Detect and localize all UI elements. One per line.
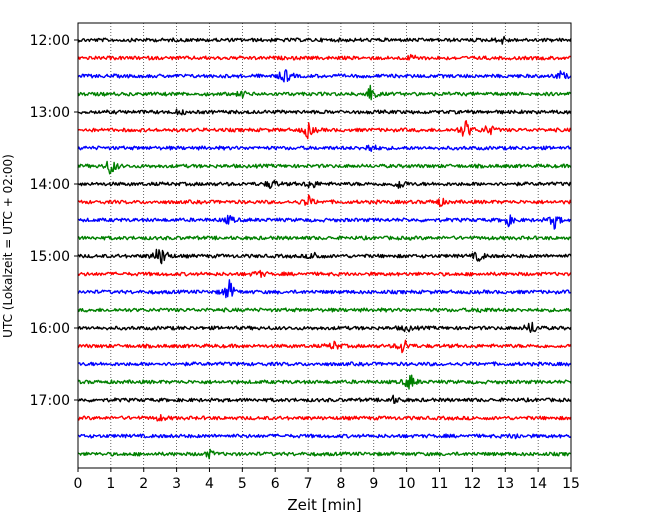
trace-line	[77, 53, 571, 61]
trace-line	[77, 248, 572, 265]
x-tick-label: 2	[139, 476, 148, 492]
trace-line	[77, 194, 572, 208]
x-tick-label: 8	[336, 476, 345, 492]
trace-line	[77, 108, 572, 116]
trace-line	[77, 35, 572, 45]
x-tick-label: 11	[431, 476, 449, 492]
trace-line	[77, 84, 572, 101]
x-tick-label: 6	[271, 476, 280, 492]
trace-line	[77, 144, 572, 153]
x-tick-label: 12	[463, 476, 481, 492]
trace-line	[77, 433, 572, 440]
trace-line	[77, 69, 572, 83]
y-axis-label: UTC (Lokalzeit = UTC + 02:00)	[1, 154, 15, 338]
x-tick-label: 15	[562, 476, 580, 492]
y-tick-label: 14:00	[30, 177, 70, 193]
x-tick-label: 13	[496, 476, 514, 492]
plot-frame	[77, 22, 572, 469]
trace-line	[77, 394, 572, 404]
trace-line	[77, 214, 572, 230]
x-axis-ticks: 0 1 2 3 4 5 6 7 8 9 10 11 12 13 14 15	[74, 468, 580, 492]
y-tick-label: 12:00	[30, 33, 70, 49]
trace-line	[77, 448, 572, 460]
vertical-grid	[110, 23, 539, 468]
x-tick-label: 7	[304, 476, 313, 492]
x-tick-label: 4	[205, 476, 214, 492]
trace-line	[77, 279, 572, 299]
trace-line	[77, 361, 572, 367]
trace-line	[77, 179, 572, 190]
x-tick-label: 5	[238, 476, 247, 492]
x-tick-label: 0	[74, 476, 83, 492]
trace-line	[77, 307, 572, 314]
x-tick-label: 9	[369, 476, 378, 492]
seismogram-traces	[77, 35, 572, 460]
y-axis-ticks: 12:00 13:00 14:00 15:00 16:00 17:00	[30, 33, 78, 409]
trace-line	[77, 235, 572, 241]
x-tick-label: 1	[106, 476, 115, 492]
trace-line	[78, 414, 572, 422]
y-tick-label: 16:00	[30, 321, 70, 337]
y-tick-label: 17:00	[30, 393, 70, 409]
trace-line	[77, 321, 572, 333]
x-tick-label: 3	[172, 476, 181, 492]
x-tick-label: 10	[398, 476, 416, 492]
trace-line	[77, 374, 572, 390]
x-tick-label: 14	[529, 476, 547, 492]
trace-line	[77, 119, 572, 140]
trace-line	[77, 339, 572, 354]
y-tick-label: 13:00	[30, 105, 70, 121]
y-tick-label: 15:00	[30, 249, 70, 265]
trace-line	[77, 269, 572, 278]
trace-line	[77, 160, 572, 175]
x-axis-label: Zeit [min]	[287, 496, 361, 514]
